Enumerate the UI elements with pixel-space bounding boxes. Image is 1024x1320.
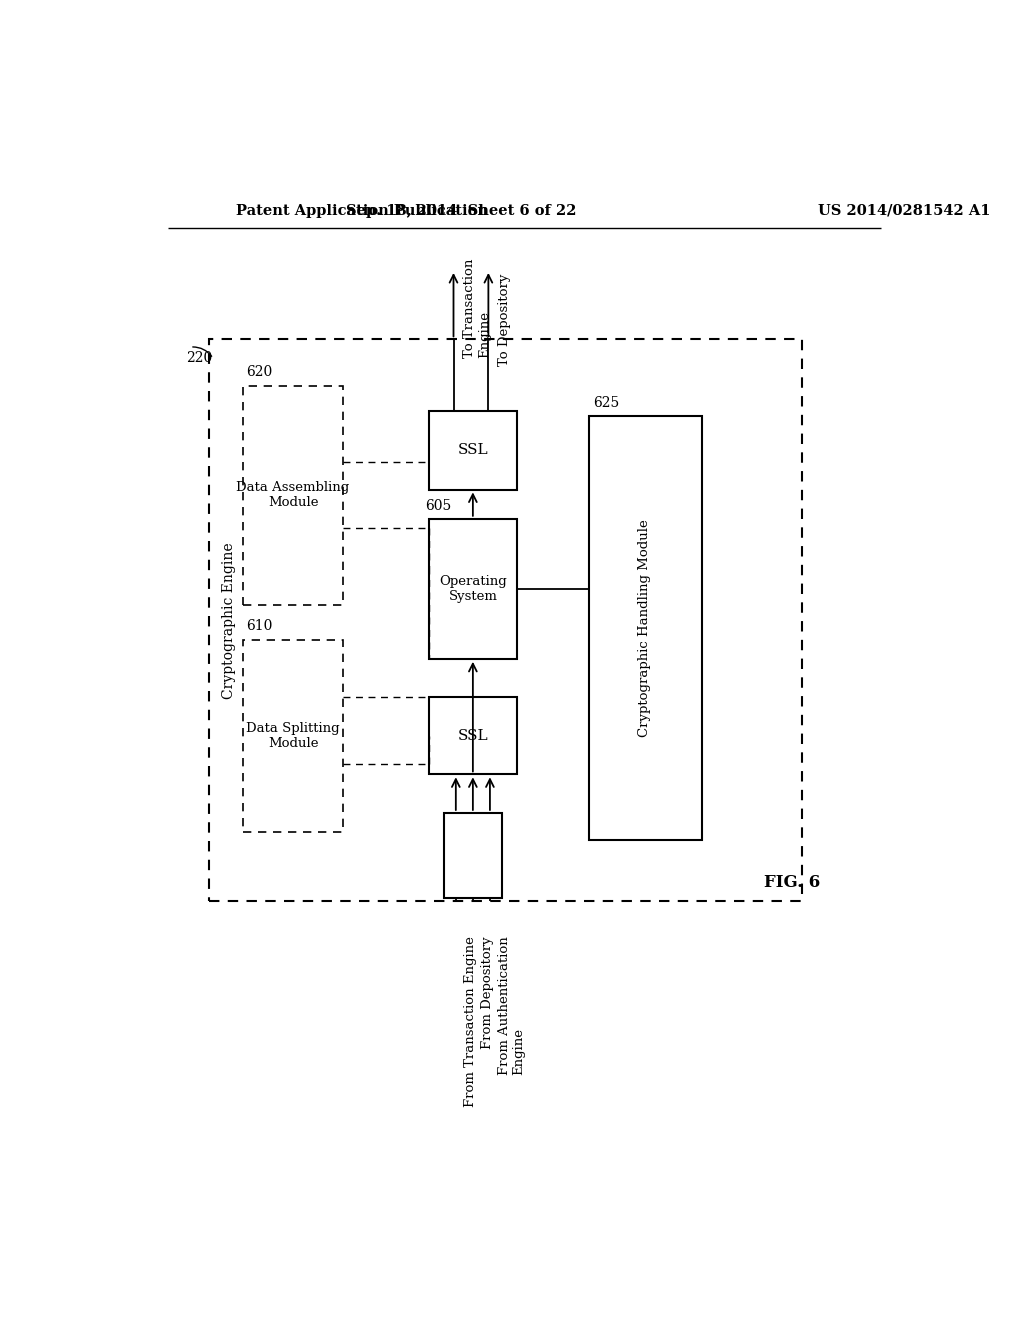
Text: From Authentication
Engine: From Authentication Engine — [498, 936, 525, 1074]
Text: To Depository: To Depository — [498, 275, 511, 366]
Bar — [589, 416, 701, 840]
Text: US 2014/0281542 A1: US 2014/0281542 A1 — [818, 203, 990, 218]
Text: From Transaction Engine: From Transaction Engine — [464, 936, 476, 1107]
Text: Cryptographic Handling Module: Cryptographic Handling Module — [638, 519, 651, 737]
Text: 610: 610 — [247, 619, 273, 634]
Bar — [444, 813, 502, 898]
Text: 620: 620 — [247, 366, 272, 379]
Text: FIG. 6: FIG. 6 — [764, 874, 820, 891]
Text: To Transaction
Engine: To Transaction Engine — [463, 259, 490, 358]
Text: Cryptographic Engine: Cryptographic Engine — [222, 543, 236, 698]
Text: SSL: SSL — [458, 729, 488, 743]
Text: Data Assembling
Module: Data Assembling Module — [237, 480, 350, 510]
Text: 605: 605 — [425, 499, 452, 512]
Bar — [243, 640, 343, 832]
Text: Patent Application Publication: Patent Application Publication — [237, 203, 488, 218]
Text: 220: 220 — [186, 351, 212, 364]
Bar — [429, 411, 517, 490]
Text: Operating
System: Operating System — [439, 574, 507, 603]
Text: From Depository: From Depository — [480, 936, 494, 1048]
Bar — [243, 385, 343, 605]
Bar — [429, 519, 517, 659]
Text: Data Splitting
Module: Data Splitting Module — [246, 722, 340, 750]
Bar — [209, 339, 802, 902]
Text: SSL: SSL — [458, 444, 488, 457]
Text: 625: 625 — [593, 396, 620, 411]
Bar — [429, 697, 517, 775]
Text: Sep. 18, 2014  Sheet 6 of 22: Sep. 18, 2014 Sheet 6 of 22 — [346, 203, 577, 218]
